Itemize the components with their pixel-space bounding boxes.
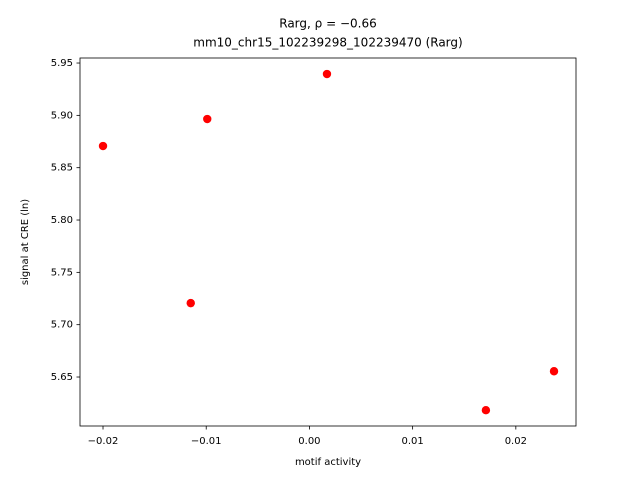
y-tick-label: 5.90 [51, 110, 73, 121]
point [549, 367, 559, 376]
point [481, 405, 491, 415]
y-axis-label: signal at CRE (ln) [20, 199, 31, 285]
x-tick-label: 0.00 [298, 436, 320, 447]
y-tick-label: 5.85 [51, 163, 73, 174]
x-axis-label: motif activity [295, 457, 361, 468]
x-tick-label: 0.01 [401, 436, 423, 447]
point [203, 114, 212, 124]
y-tick-label: 5.75 [51, 267, 73, 278]
y-tick-label: 5.95 [51, 58, 73, 69]
x-tick-label: −0.02 [88, 436, 119, 447]
y-tick-label: 5.65 [51, 372, 73, 383]
y-tick-label: 5.70 [51, 320, 73, 331]
point [186, 298, 195, 308]
chart-subtitle: mm10_chr15_102239298_102239470 (Rarg) [193, 36, 462, 50]
point [322, 69, 332, 79]
axes-frame [79, 57, 577, 427]
x-tick-label: 0.02 [505, 436, 527, 447]
chart-title: Rarg, ρ = −0.66 [279, 17, 376, 31]
x-tick-label: −0.01 [191, 436, 222, 447]
point [98, 141, 108, 151]
y-tick-label: 5.80 [51, 215, 73, 226]
